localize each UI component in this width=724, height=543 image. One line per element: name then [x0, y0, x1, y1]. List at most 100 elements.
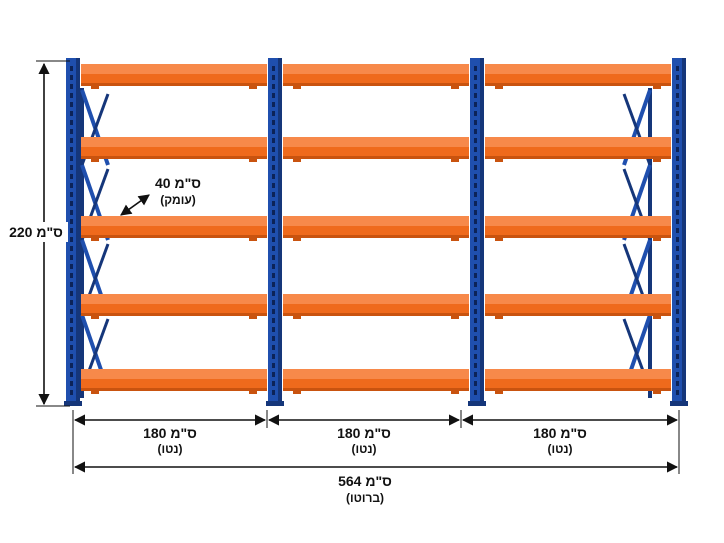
shelf-deck: [81, 64, 267, 74]
upright-slot: [70, 84, 73, 89]
upright-slot: [676, 282, 679, 287]
upright-slot: [676, 102, 679, 107]
shelf-deck: [283, 216, 469, 226]
shelf-deck: [485, 137, 671, 147]
shelf-bracket: [249, 156, 257, 162]
bay-1-note: (נטו): [157, 442, 182, 456]
shelf-beam: [81, 226, 267, 235]
upright-slot: [676, 327, 679, 332]
upright-slot: [272, 219, 275, 224]
upright-slot: [676, 336, 679, 341]
upright-slot: [70, 318, 73, 323]
upright-post-edge: [76, 58, 80, 404]
upright-slot: [474, 147, 477, 152]
bay-1-label: 180 ס"מ: [143, 425, 197, 441]
upright-slot: [272, 336, 275, 341]
upright-slot: [70, 327, 73, 332]
upright-slot: [676, 120, 679, 125]
shelf-beam: [283, 304, 469, 313]
upright-slot: [676, 318, 679, 323]
upright-slot: [272, 93, 275, 98]
upright-slot: [474, 372, 477, 377]
upright-slot: [70, 273, 73, 278]
upright-slot: [474, 93, 477, 98]
upright-slot: [272, 282, 275, 287]
shelf-bracket: [653, 83, 661, 89]
shelf-bracket: [249, 83, 257, 89]
upright-slot: [676, 345, 679, 350]
upright-slot: [272, 174, 275, 179]
shelf-bracket: [653, 313, 661, 319]
shelf-bracket: [495, 83, 503, 89]
shelf-beam: [485, 379, 671, 388]
shelf-beam-edge: [81, 156, 267, 159]
shelf-bracket: [91, 235, 99, 241]
upright-slot: [676, 300, 679, 305]
upright-slot: [474, 165, 477, 170]
shelf-bracket: [91, 83, 99, 89]
shelf-beam-edge: [283, 83, 469, 86]
upright-slot: [272, 102, 275, 107]
shelf-bracket: [249, 313, 257, 319]
upright-slot: [676, 111, 679, 116]
upright-slot: [70, 138, 73, 143]
depth-label: 40 ס"מ: [155, 175, 201, 191]
shelf-beam-edge: [485, 313, 671, 316]
shelf-bracket: [451, 156, 459, 162]
upright-slot: [272, 255, 275, 260]
upright-slot: [272, 264, 275, 269]
upright-slot: [676, 93, 679, 98]
shelf-bracket: [451, 83, 459, 89]
bay-2-label: 180 ס"מ: [337, 425, 391, 441]
upright-slot: [70, 291, 73, 296]
bay-3-label: 180 ס"מ: [533, 425, 587, 441]
shelf-beam: [283, 74, 469, 83]
upright-slot: [272, 192, 275, 197]
shelf-deck: [485, 216, 671, 226]
shelf-bracket: [495, 156, 503, 162]
upright-slot: [474, 102, 477, 107]
upright-slot: [676, 381, 679, 386]
shelf-bracket: [293, 235, 301, 241]
upright-slot: [70, 363, 73, 368]
upright-slot: [474, 264, 477, 269]
upright-slot: [70, 264, 73, 269]
shelf-beam-edge: [485, 83, 671, 86]
upright-post-edge: [682, 58, 686, 404]
shelf-deck: [485, 64, 671, 74]
shelf-deck: [283, 369, 469, 379]
upright-slot: [474, 228, 477, 233]
upright-post-edge: [278, 58, 282, 404]
upright-slot: [272, 273, 275, 278]
shelf-deck: [283, 64, 469, 74]
shelf-beam: [81, 147, 267, 156]
shelf-bracket: [451, 388, 459, 394]
upright-slot: [474, 381, 477, 386]
upright-slot: [70, 75, 73, 80]
upright-slot: [474, 291, 477, 296]
upright-slot: [70, 354, 73, 359]
upright-slot: [272, 147, 275, 152]
upright-slot: [676, 354, 679, 359]
upright-slot: [272, 75, 275, 80]
upright-slot: [474, 183, 477, 188]
upright-slot: [70, 282, 73, 287]
shelf-bracket: [495, 388, 503, 394]
upright-slot: [70, 345, 73, 350]
upright-slot: [474, 345, 477, 350]
shelf-bracket: [293, 83, 301, 89]
upright-slot: [70, 156, 73, 161]
shelf-beam: [485, 147, 671, 156]
upright-slot: [272, 138, 275, 143]
total-label: 564 ס"מ: [338, 473, 392, 489]
upright-slot: [676, 165, 679, 170]
height-dimension: 220 ס"מ: [4, 60, 70, 407]
shelf-deck: [81, 294, 267, 304]
shelf-bracket: [249, 235, 257, 241]
upright-slot: [70, 219, 73, 224]
upright-foot: [64, 401, 82, 406]
upright-slot: [70, 372, 73, 377]
upright-slot: [474, 66, 477, 71]
shelf-bracket: [91, 313, 99, 319]
